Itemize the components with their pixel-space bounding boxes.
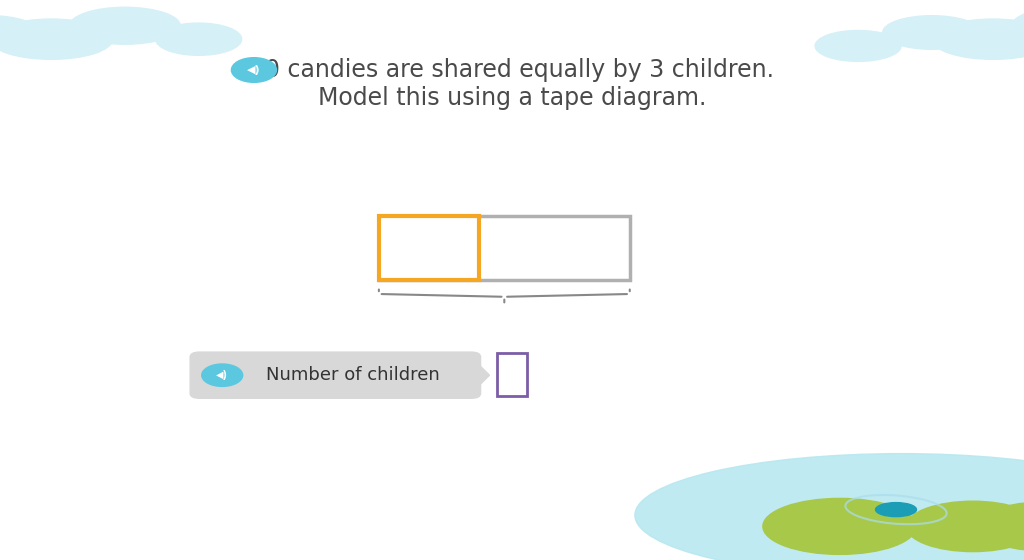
Ellipse shape bbox=[983, 503, 1024, 550]
FancyBboxPatch shape bbox=[189, 352, 481, 399]
Ellipse shape bbox=[932, 19, 1024, 59]
Ellipse shape bbox=[0, 19, 113, 59]
Text: 20 candies are shared equally by 3 children.: 20 candies are shared equally by 3 child… bbox=[250, 58, 774, 82]
Text: Model this using a tape diagram.: Model this using a tape diagram. bbox=[317, 86, 707, 110]
Ellipse shape bbox=[1012, 7, 1024, 44]
Ellipse shape bbox=[156, 23, 242, 55]
Ellipse shape bbox=[883, 16, 981, 49]
FancyBboxPatch shape bbox=[379, 216, 630, 280]
FancyBboxPatch shape bbox=[379, 216, 479, 280]
Text: ◀): ◀) bbox=[216, 370, 228, 380]
Text: Number of children: Number of children bbox=[266, 366, 440, 384]
Ellipse shape bbox=[0, 16, 39, 49]
FancyBboxPatch shape bbox=[497, 353, 527, 396]
Ellipse shape bbox=[70, 7, 180, 44]
Ellipse shape bbox=[815, 30, 901, 62]
Ellipse shape bbox=[906, 501, 1024, 552]
Text: ◀): ◀) bbox=[247, 65, 261, 75]
Ellipse shape bbox=[876, 503, 916, 516]
Ellipse shape bbox=[763, 498, 916, 554]
Circle shape bbox=[202, 364, 243, 386]
Polygon shape bbox=[471, 357, 489, 394]
Ellipse shape bbox=[635, 454, 1024, 560]
Circle shape bbox=[231, 58, 276, 82]
